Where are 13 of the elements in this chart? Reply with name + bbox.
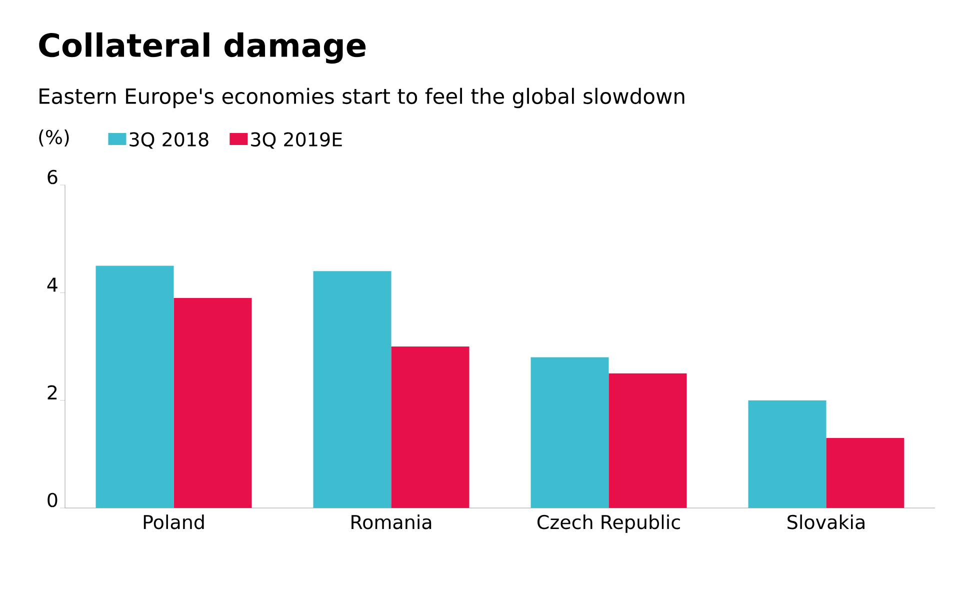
x-tick-label: Poland <box>144 514 204 530</box>
y-tick-label: 6 <box>48 170 58 184</box>
x-tick-label: Czech Republic <box>537 514 680 533</box>
legend-label: 3Q 2018 <box>130 132 208 149</box>
y-axis-title: (%) <box>39 130 69 146</box>
chart-subtitle: Eastern Europe's economies start to feel the global slowdown <box>40 88 684 108</box>
y-tick-label: 4 <box>47 278 58 292</box>
legend-label: 3Q 2019E <box>251 132 342 149</box>
y-tick-label: 0 <box>48 492 58 508</box>
chart-title: Collateral damage <box>39 32 366 64</box>
x-tick-label: Slovakia <box>788 514 864 530</box>
x-tick-label: Romania <box>352 514 432 530</box>
y-tick-label: 2 <box>48 385 57 400</box>
